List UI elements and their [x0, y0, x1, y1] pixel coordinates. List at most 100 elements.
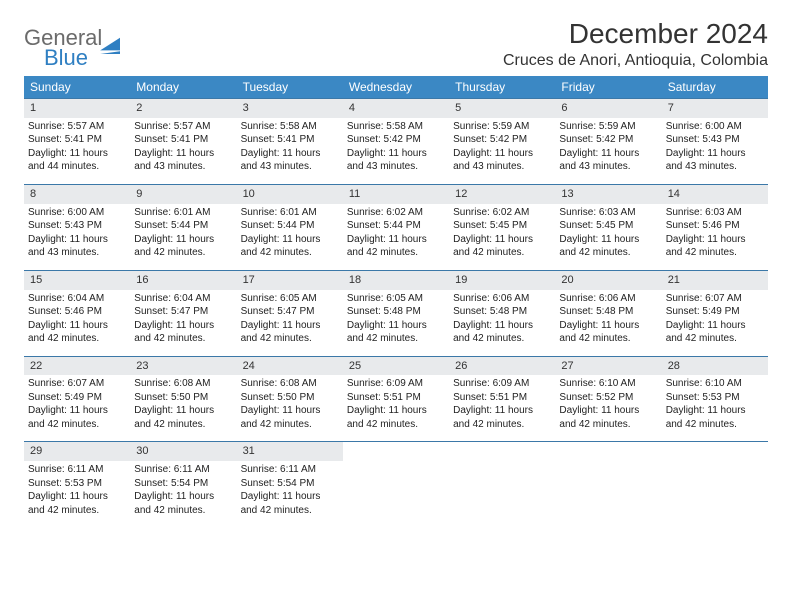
day-header: Tuesday — [237, 76, 343, 98]
logo-line2: Blue — [24, 48, 102, 68]
week-row: 15Sunrise: 6:04 AMSunset: 5:46 PMDayligh… — [24, 270, 768, 356]
week-row: 8Sunrise: 6:00 AMSunset: 5:43 PMDaylight… — [24, 184, 768, 270]
day-number: 28 — [662, 357, 768, 376]
daylight-text: Daylight: 11 hours and 42 minutes. — [666, 233, 764, 260]
sunrise-text: Sunrise: 6:08 AM — [134, 377, 232, 391]
day-number: 2 — [130, 99, 236, 118]
day-number: 27 — [555, 357, 661, 376]
daylight-text: Daylight: 11 hours and 42 minutes. — [241, 404, 339, 431]
day-info: Sunrise: 6:00 AMSunset: 5:43 PMDaylight:… — [662, 118, 768, 184]
sunrise-text: Sunrise: 6:04 AM — [134, 292, 232, 306]
sunset-text: Sunset: 5:49 PM — [28, 391, 126, 405]
daylight-text: Daylight: 11 hours and 42 minutes. — [134, 404, 232, 431]
day-info: Sunrise: 6:07 AMSunset: 5:49 PMDaylight:… — [662, 290, 768, 356]
sunrise-text: Sunrise: 5:57 AM — [134, 120, 232, 134]
location: Cruces de Anori, Antioquia, Colombia — [503, 52, 768, 70]
day-cell: 12Sunrise: 6:02 AMSunset: 5:45 PMDayligh… — [449, 185, 555, 270]
daylight-text: Daylight: 11 hours and 42 minutes. — [28, 490, 126, 517]
sunrise-text: Sunrise: 5:59 AM — [559, 120, 657, 134]
sunrise-text: Sunrise: 6:09 AM — [453, 377, 551, 391]
day-cell: 31Sunrise: 6:11 AMSunset: 5:54 PMDayligh… — [237, 442, 343, 527]
sunrise-text: Sunrise: 6:10 AM — [666, 377, 764, 391]
sunrise-text: Sunrise: 6:11 AM — [134, 463, 232, 477]
day-number-empty — [343, 442, 449, 461]
day-info: Sunrise: 6:09 AMSunset: 5:51 PMDaylight:… — [343, 375, 449, 441]
day-number: 9 — [130, 185, 236, 204]
daylight-text: Daylight: 11 hours and 43 minutes. — [347, 147, 445, 174]
sunset-text: Sunset: 5:48 PM — [347, 305, 445, 319]
day-number: 1 — [24, 99, 130, 118]
day-info: Sunrise: 6:11 AMSunset: 5:53 PMDaylight:… — [24, 461, 130, 527]
day-info: Sunrise: 6:11 AMSunset: 5:54 PMDaylight:… — [237, 461, 343, 527]
day-number: 8 — [24, 185, 130, 204]
sunrise-text: Sunrise: 5:59 AM — [453, 120, 551, 134]
day-info: Sunrise: 6:03 AMSunset: 5:46 PMDaylight:… — [662, 204, 768, 270]
day-cell: 27Sunrise: 6:10 AMSunset: 5:52 PMDayligh… — [555, 357, 661, 442]
daylight-text: Daylight: 11 hours and 42 minutes. — [453, 233, 551, 260]
day-cell: 6Sunrise: 5:59 AMSunset: 5:42 PMDaylight… — [555, 99, 661, 184]
sunset-text: Sunset: 5:53 PM — [28, 477, 126, 491]
daylight-text: Daylight: 11 hours and 43 minutes. — [453, 147, 551, 174]
sunset-text: Sunset: 5:53 PM — [666, 391, 764, 405]
sunrise-text: Sunrise: 6:11 AM — [241, 463, 339, 477]
day-cell — [662, 442, 768, 527]
day-number-empty — [555, 442, 661, 461]
day-header: Saturday — [662, 76, 768, 98]
day-cell: 13Sunrise: 6:03 AMSunset: 5:45 PMDayligh… — [555, 185, 661, 270]
sunrise-text: Sunrise: 5:58 AM — [241, 120, 339, 134]
sunrise-text: Sunrise: 6:03 AM — [666, 206, 764, 220]
day-cell — [343, 442, 449, 527]
day-cell: 14Sunrise: 6:03 AMSunset: 5:46 PMDayligh… — [662, 185, 768, 270]
sunset-text: Sunset: 5:41 PM — [134, 133, 232, 147]
sunset-text: Sunset: 5:50 PM — [134, 391, 232, 405]
daylight-text: Daylight: 11 hours and 42 minutes. — [559, 233, 657, 260]
sunset-text: Sunset: 5:54 PM — [134, 477, 232, 491]
daylight-text: Daylight: 11 hours and 42 minutes. — [453, 319, 551, 346]
day-cell: 28Sunrise: 6:10 AMSunset: 5:53 PMDayligh… — [662, 357, 768, 442]
sunrise-text: Sunrise: 6:02 AM — [453, 206, 551, 220]
sunrise-text: Sunrise: 6:03 AM — [559, 206, 657, 220]
day-cell: 2Sunrise: 5:57 AMSunset: 5:41 PMDaylight… — [130, 99, 236, 184]
daylight-text: Daylight: 11 hours and 42 minutes. — [347, 319, 445, 346]
sunrise-text: Sunrise: 6:10 AM — [559, 377, 657, 391]
header: General Blue December 2024 Cruces de Ano… — [24, 18, 768, 70]
day-number: 30 — [130, 442, 236, 461]
day-info: Sunrise: 6:01 AMSunset: 5:44 PMDaylight:… — [130, 204, 236, 270]
day-number: 12 — [449, 185, 555, 204]
week-row: 1Sunrise: 5:57 AMSunset: 5:41 PMDaylight… — [24, 98, 768, 184]
day-info: Sunrise: 6:09 AMSunset: 5:51 PMDaylight:… — [449, 375, 555, 441]
day-cell: 22Sunrise: 6:07 AMSunset: 5:49 PMDayligh… — [24, 357, 130, 442]
sunset-text: Sunset: 5:47 PM — [241, 305, 339, 319]
day-info: Sunrise: 6:05 AMSunset: 5:48 PMDaylight:… — [343, 290, 449, 356]
day-info: Sunrise: 5:59 AMSunset: 5:42 PMDaylight:… — [449, 118, 555, 184]
daylight-text: Daylight: 11 hours and 43 minutes. — [28, 233, 126, 260]
day-number-empty — [662, 442, 768, 461]
sunrise-text: Sunrise: 6:00 AM — [28, 206, 126, 220]
daylight-text: Daylight: 11 hours and 42 minutes. — [559, 404, 657, 431]
day-cell: 25Sunrise: 6:09 AMSunset: 5:51 PMDayligh… — [343, 357, 449, 442]
week-row: 22Sunrise: 6:07 AMSunset: 5:49 PMDayligh… — [24, 356, 768, 442]
day-cell: 29Sunrise: 6:11 AMSunset: 5:53 PMDayligh… — [24, 442, 130, 527]
day-info: Sunrise: 5:57 AMSunset: 5:41 PMDaylight:… — [130, 118, 236, 184]
day-info: Sunrise: 6:01 AMSunset: 5:44 PMDaylight:… — [237, 204, 343, 270]
day-cell: 11Sunrise: 6:02 AMSunset: 5:44 PMDayligh… — [343, 185, 449, 270]
day-number: 29 — [24, 442, 130, 461]
day-number: 20 — [555, 271, 661, 290]
sunrise-text: Sunrise: 6:01 AM — [134, 206, 232, 220]
day-cell: 3Sunrise: 5:58 AMSunset: 5:41 PMDaylight… — [237, 99, 343, 184]
sunrise-text: Sunrise: 6:08 AM — [241, 377, 339, 391]
sunset-text: Sunset: 5:42 PM — [559, 133, 657, 147]
daylight-text: Daylight: 11 hours and 42 minutes. — [347, 233, 445, 260]
day-cell: 16Sunrise: 6:04 AMSunset: 5:47 PMDayligh… — [130, 271, 236, 356]
day-number: 18 — [343, 271, 449, 290]
sunrise-text: Sunrise: 6:07 AM — [666, 292, 764, 306]
day-number: 23 — [130, 357, 236, 376]
sunset-text: Sunset: 5:49 PM — [666, 305, 764, 319]
day-number: 19 — [449, 271, 555, 290]
day-info: Sunrise: 6:10 AMSunset: 5:52 PMDaylight:… — [555, 375, 661, 441]
day-cell: 20Sunrise: 6:06 AMSunset: 5:48 PMDayligh… — [555, 271, 661, 356]
title-block: December 2024 Cruces de Anori, Antioquia… — [503, 18, 768, 70]
sunset-text: Sunset: 5:48 PM — [453, 305, 551, 319]
day-cell: 1Sunrise: 5:57 AMSunset: 5:41 PMDaylight… — [24, 99, 130, 184]
logo-triangle-icon — [100, 36, 122, 54]
